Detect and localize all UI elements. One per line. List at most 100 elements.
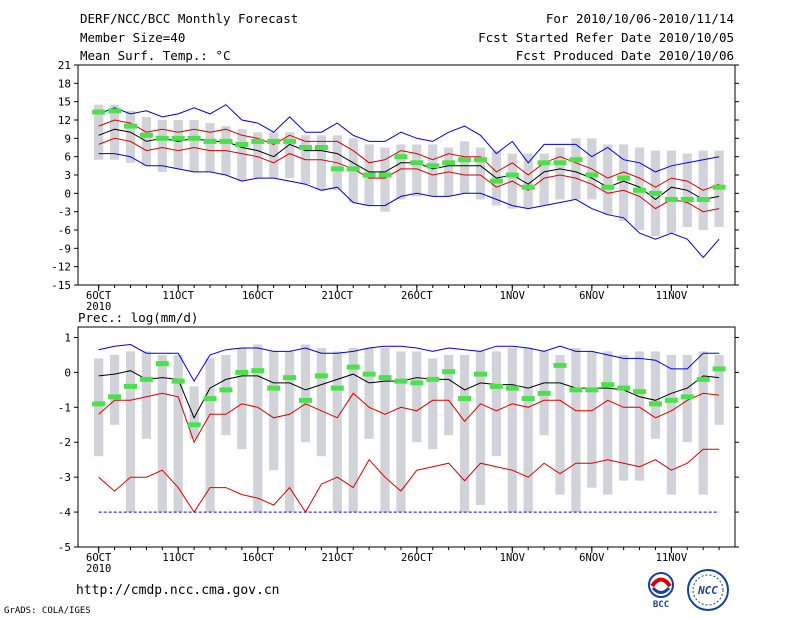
range-bar [173, 354, 183, 513]
observed-marker [283, 375, 297, 381]
y-tick-label: -15 [51, 279, 71, 292]
range-bar [237, 129, 247, 182]
plot-frame [77, 326, 736, 548]
observed-marker [187, 135, 201, 141]
observed-marker [314, 145, 328, 150]
x-tick-label: 26OCT [401, 552, 433, 564]
series-line-max [98, 104, 720, 173]
x-tick-label: 6OCT [86, 290, 112, 302]
observed-marker [378, 375, 392, 381]
x-tick-sublabel: 2010 [86, 563, 111, 575]
ncc-logo-text: NCC [697, 584, 718, 597]
observed-marker [569, 157, 583, 163]
range-bar [555, 147, 565, 200]
observed-marker [489, 383, 503, 389]
series-line-max [98, 343, 720, 383]
observed-marker [442, 160, 456, 166]
y-tick-label: -12 [51, 261, 71, 274]
observed-marker [123, 383, 137, 389]
range-bar [189, 120, 199, 172]
range-bar [603, 144, 613, 215]
observed-marker [680, 196, 694, 202]
observed-marker [251, 138, 265, 144]
ncc-logo: NCC [687, 569, 729, 611]
range-bar [571, 138, 581, 200]
observed-marker [123, 123, 137, 129]
observed-marker [298, 145, 312, 150]
observed-marker [473, 371, 487, 377]
range-bar [619, 144, 629, 221]
y-tick-label: 9 [64, 132, 71, 145]
observed-marker [648, 401, 662, 407]
forecast-period: For 2010/10/06-2010/11/14 [545, 11, 734, 26]
observed-marker [426, 163, 440, 169]
range-bar [141, 351, 152, 439]
range-bar [237, 347, 247, 450]
y-tick-label: -4 [58, 506, 72, 519]
range-bar [587, 351, 597, 488]
chart-title: DERF/NCC/BCC Monthly Forecast [80, 11, 299, 26]
range-bar [348, 347, 358, 513]
observed-marker [601, 382, 615, 388]
range-bar [332, 351, 342, 513]
y-tick-label: -3 [58, 471, 71, 484]
observed-marker [171, 135, 185, 141]
series-line-90th-pct [98, 392, 720, 444]
range-bar [714, 354, 724, 425]
range-bar [316, 347, 327, 457]
range-bar [189, 386, 199, 439]
x-tick-label: 6NOV [579, 552, 605, 564]
range-bar [380, 347, 390, 513]
variable-label: Mean Surf. Temp.: °C [80, 48, 231, 63]
observed-marker [458, 396, 472, 402]
observed-marker [394, 378, 408, 384]
observed-marker [108, 394, 122, 400]
range-bar [428, 358, 438, 450]
observed-marker [442, 369, 456, 375]
range-bar [109, 104, 120, 160]
range-bar [253, 132, 263, 179]
range-bar [571, 347, 581, 513]
x-tick-label: 21OCT [321, 290, 353, 302]
range-bar [555, 354, 565, 495]
observed-marker [553, 362, 567, 368]
observed-marker [696, 376, 710, 382]
observed-marker [664, 196, 678, 202]
observed-marker [235, 141, 249, 147]
observed-marker [139, 376, 153, 382]
range-bar [444, 354, 454, 436]
x-tick-sublabel: 2010 [86, 301, 111, 313]
bcc-logo: BCC [648, 572, 674, 610]
observed-marker [139, 132, 153, 138]
y-tick-label: -3 [58, 206, 71, 219]
range-bar [109, 354, 120, 425]
range-bar [364, 347, 374, 439]
observed-marker [585, 172, 599, 178]
observed-marker [712, 366, 726, 372]
observed-marker [394, 154, 408, 160]
observed-marker [505, 385, 519, 391]
observed-marker [187, 422, 201, 428]
footer-url[interactable]: http://cmdp.ncc.cma.gov.cn [76, 583, 280, 598]
x-tick-label: 6OCT [86, 552, 112, 564]
range-bar [316, 135, 327, 191]
observed-marker [521, 184, 535, 190]
observed-marker [537, 390, 551, 396]
range-bar [157, 354, 167, 513]
x-tick-label: 11NOV [656, 552, 688, 564]
x-tick-label: 26OCT [401, 290, 433, 302]
y-tick-label: -6 [58, 224, 71, 237]
observed-marker [171, 378, 185, 384]
observed-marker [251, 368, 265, 374]
range-bar [523, 347, 533, 513]
member-size: Member Size=40 [80, 30, 186, 45]
observed-marker [410, 160, 424, 166]
precip-title: Prec.: log(mm/d) [78, 310, 198, 325]
range-bar [650, 351, 661, 439]
y-tick-label: 0 [64, 187, 71, 200]
x-tick-label: 11NOV [656, 290, 688, 302]
range-bar [94, 104, 104, 160]
x-tick-label: 16OCT [242, 290, 274, 302]
y-tick-label: 12 [58, 114, 71, 127]
